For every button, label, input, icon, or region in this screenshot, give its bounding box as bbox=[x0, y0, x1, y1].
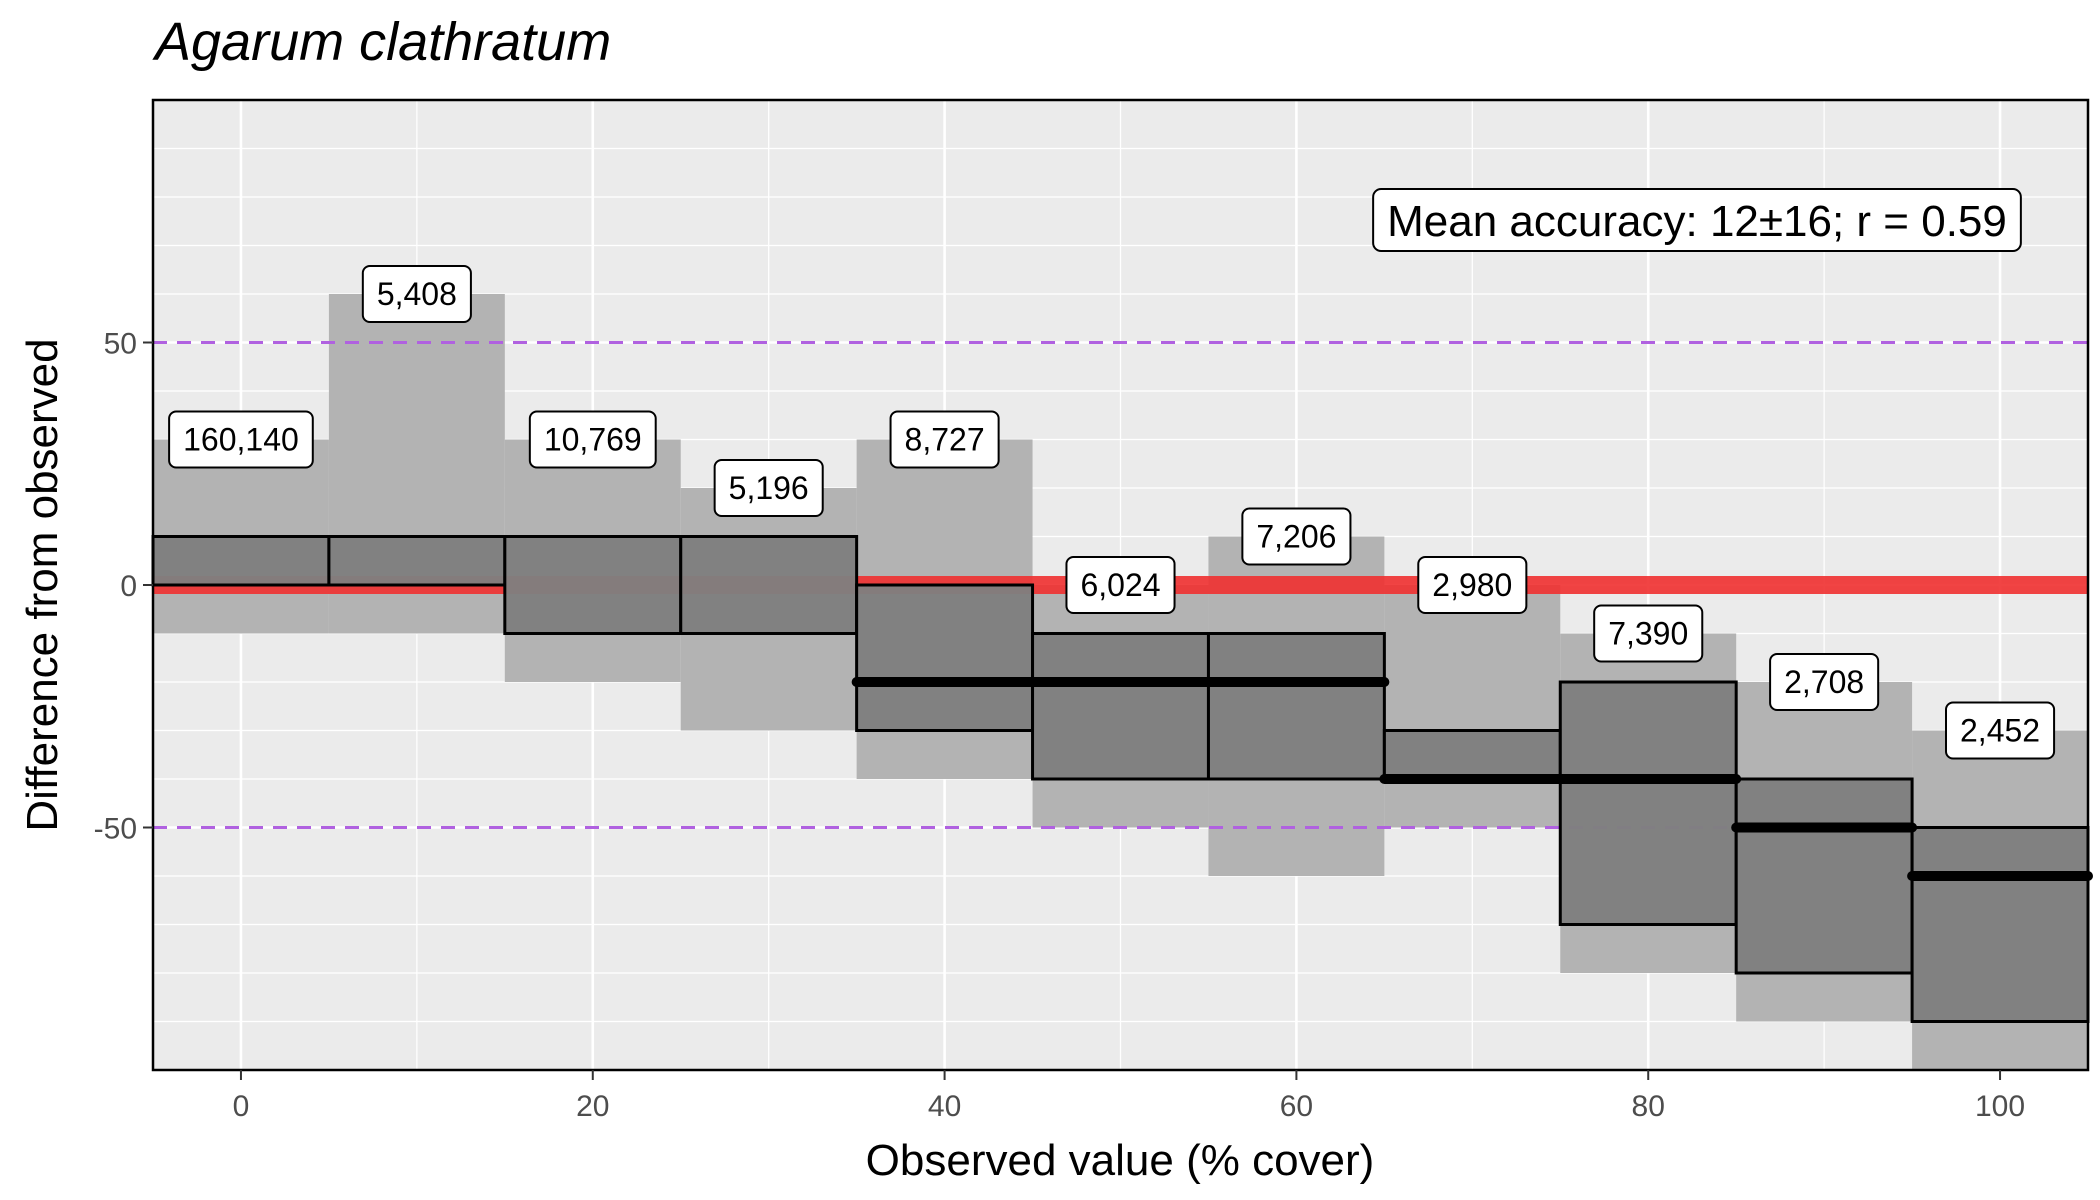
count-label-text: 2,980 bbox=[1432, 567, 1512, 603]
annotation-text: Mean accuracy: 12±16; r = 0.59 bbox=[1387, 197, 2007, 246]
chart-title: Agarum clathratum bbox=[152, 12, 611, 72]
x-axis: 0 20 40 60 80 100 bbox=[233, 1070, 2025, 1123]
inner-bar-6 bbox=[1206, 632, 1386, 781]
count-label-frame bbox=[528, 410, 657, 469]
count-label-text: 160,140 bbox=[183, 422, 299, 458]
count-label-frame bbox=[168, 410, 314, 469]
inner-bar-0 bbox=[151, 535, 331, 587]
count-label-text: 10,769 bbox=[544, 422, 642, 458]
x-tick-label: 40 bbox=[928, 1090, 961, 1123]
inner-bar-5 bbox=[1031, 632, 1210, 781]
count-label-text: 7,390 bbox=[1608, 616, 1688, 652]
y-tick-label: 0 bbox=[120, 570, 137, 603]
y-tick-label: 50 bbox=[104, 328, 137, 361]
annotation-frame bbox=[1372, 188, 2022, 252]
count-label-5: 6,024 bbox=[1065, 556, 1176, 614]
y-axis: -50 0 50 bbox=[94, 328, 153, 846]
outer-bar-7 bbox=[1384, 585, 1561, 828]
inner-bar-4 bbox=[855, 583, 1035, 732]
count-label-3: 5,196 bbox=[713, 459, 824, 517]
count-label-6: 7,206 bbox=[1241, 507, 1352, 566]
inner-bar-8 bbox=[1558, 680, 1738, 926]
annotation-box: Mean accuracy: 12±16; r = 0.59 bbox=[1372, 188, 2022, 252]
count-label-frame bbox=[1241, 507, 1352, 566]
count-label-frame bbox=[1417, 556, 1528, 614]
count-label-8: 7,390 bbox=[1593, 604, 1704, 663]
count-label-text: 2,452 bbox=[1960, 713, 2040, 749]
count-label-2: 10,769 bbox=[528, 410, 657, 469]
count-label-text: 2,708 bbox=[1784, 664, 1864, 700]
inner-bar-9 bbox=[1734, 777, 1914, 975]
x-axis-title: Observed value (% cover) bbox=[866, 1136, 1375, 1185]
x-tick-label: 20 bbox=[576, 1090, 609, 1123]
count-label-9: 2,708 bbox=[1769, 653, 1880, 711]
x-tick-label: 100 bbox=[1975, 1090, 2025, 1123]
count-label-1: 5,408 bbox=[361, 265, 472, 323]
count-label-text: 5,196 bbox=[729, 470, 809, 506]
y-axis-title: Difference from observed bbox=[18, 338, 67, 831]
count-label-frame bbox=[713, 459, 824, 517]
count-label-7: 2,980 bbox=[1417, 556, 1528, 614]
x-tick-label: 60 bbox=[1280, 1090, 1313, 1123]
y-tick-label: -50 bbox=[94, 813, 137, 846]
x-tick-label: 80 bbox=[1632, 1090, 1665, 1123]
inner-bar-10 bbox=[1910, 826, 2090, 1023]
inner-range-bars bbox=[151, 535, 2090, 1023]
count-label-4: 8,727 bbox=[889, 410, 1000, 469]
count-label-frame bbox=[1769, 653, 1880, 711]
count-label-frame bbox=[1593, 604, 1704, 663]
count-labels: 160,140 5,408 10,769 5,196 8,727 6,024 7,206 2,… bbox=[168, 265, 2056, 760]
count-label-0: 160,140 bbox=[168, 410, 314, 469]
inner-bar-7 bbox=[1382, 729, 1562, 781]
count-label-text: 8,727 bbox=[905, 422, 985, 458]
count-label-frame bbox=[361, 265, 472, 323]
median-lines bbox=[851, 677, 2093, 881]
count-label-text: 5,408 bbox=[377, 276, 457, 312]
count-label-frame bbox=[889, 410, 1000, 469]
count-label-10: 2,452 bbox=[1945, 701, 2056, 760]
count-label-text: 6,024 bbox=[1080, 567, 1160, 603]
inner-bar-1 bbox=[327, 535, 507, 587]
x-tick-label: 0 bbox=[233, 1090, 250, 1123]
count-label-text: 7,206 bbox=[1256, 519, 1336, 555]
inner-bar-3 bbox=[679, 535, 859, 635]
count-label-frame bbox=[1945, 701, 2056, 760]
inner-bar-2 bbox=[503, 535, 683, 635]
count-label-frame bbox=[1065, 556, 1176, 614]
